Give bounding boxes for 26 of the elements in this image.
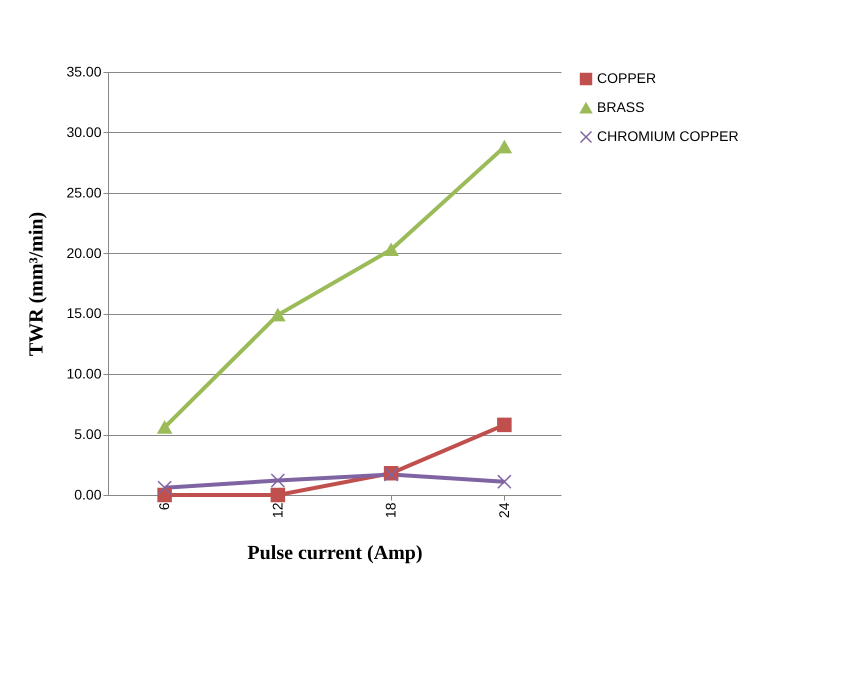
y-tick-label: 20.00 bbox=[66, 244, 102, 261]
x-tick-label: 12 bbox=[269, 502, 286, 518]
point bbox=[270, 488, 286, 502]
x-tick-label: 6 bbox=[156, 502, 172, 510]
point bbox=[157, 420, 172, 434]
y-tick-label: 35.00 bbox=[66, 64, 102, 80]
y-tick-label: 10.00 bbox=[66, 366, 102, 382]
y-tick-label: 5.00 bbox=[74, 426, 102, 442]
x-axis-title: Pulse current (Amp) bbox=[247, 542, 423, 564]
point bbox=[497, 474, 512, 489]
y-tick-label: 25.00 bbox=[66, 184, 102, 200]
point bbox=[497, 418, 512, 432]
legend-label: COPPER bbox=[597, 70, 656, 86]
y-tick-label: 15.00 bbox=[66, 305, 102, 322]
y-tick-label: 30.00 bbox=[66, 124, 102, 140]
legend-label: BRASS bbox=[597, 99, 644, 115]
point bbox=[270, 473, 286, 488]
x-tick-label: 18 bbox=[382, 502, 399, 518]
y-tick-label: 0.00 bbox=[74, 486, 102, 502]
legend-label: CHROMIUM COPPER bbox=[597, 128, 739, 144]
point bbox=[157, 480, 172, 496]
point bbox=[497, 140, 512, 154]
y-axis-title: TWR (mm³/min) bbox=[25, 212, 48, 356]
x-tick-label: 24 bbox=[496, 502, 512, 518]
point bbox=[270, 308, 286, 322]
point bbox=[384, 243, 398, 256]
